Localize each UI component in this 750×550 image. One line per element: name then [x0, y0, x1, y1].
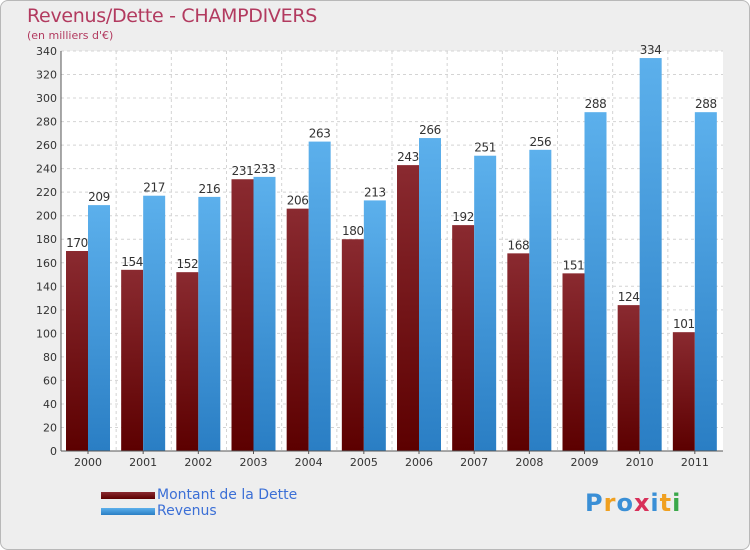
y-tick-label: 160: [36, 257, 57, 270]
debt-value-label-2009: 151: [563, 258, 585, 272]
revenue-bar-2011: [694, 112, 717, 452]
revenue-bar-2006: [419, 138, 441, 451]
debt-bar-2007: [452, 225, 475, 451]
logo-letter: i: [650, 489, 660, 517]
revenue-bar-2002: [198, 196, 221, 451]
debt-bar-2010: [617, 305, 640, 451]
debt-bar-2008: [507, 253, 530, 451]
revenue-value-label-2001: 217: [143, 181, 165, 195]
legend-swatch-debt: [101, 491, 155, 499]
debt-bar-2002: [176, 272, 199, 451]
debt-value-label-2006: 243: [397, 150, 419, 164]
y-tick-label: 0: [50, 445, 57, 458]
revenue-bar-2010: [639, 58, 662, 451]
y-tick-label: 180: [36, 233, 57, 246]
x-tick-label: 2011: [681, 456, 709, 469]
x-tick-label: 2003: [240, 456, 268, 469]
debt-bar-2001: [121, 269, 144, 451]
revenue-value-label-2002: 216: [198, 182, 220, 196]
revenue-value-label-2006: 266: [419, 123, 441, 137]
debt-bar-2004: [286, 208, 309, 451]
x-tick-label: 2006: [405, 456, 433, 469]
y-tick-label: 100: [36, 327, 57, 340]
y-tick-label: 220: [36, 186, 57, 199]
debt-bar-2011: [672, 332, 695, 451]
debt-bar-2005: [341, 239, 364, 451]
x-tick-label: 2004: [295, 456, 323, 469]
debt-bar-2003: [231, 179, 254, 451]
debt-value-label-2000: 170: [66, 236, 88, 250]
y-tick-label: 20: [43, 421, 57, 434]
chart-subtitle: (en milliers d'€): [27, 29, 114, 42]
logo-letter: P: [585, 489, 604, 517]
y-tick-label: 40: [43, 398, 57, 411]
revenue-bar-2003: [253, 176, 276, 451]
y-tick-label: 200: [36, 210, 57, 223]
x-tick-label: 2007: [460, 456, 488, 469]
logo-letter: r: [603, 489, 617, 517]
x-tick-label: 2010: [626, 456, 654, 469]
y-tick-label: 320: [36, 69, 57, 82]
logo-letter: i: [672, 489, 682, 517]
x-tick-label: 2005: [350, 456, 378, 469]
debt-value-label-2004: 206: [287, 194, 309, 208]
debt-value-label-2003: 231: [232, 164, 254, 178]
legend-label-revenue: Revenus: [157, 503, 217, 519]
y-tick-label: 140: [36, 280, 57, 293]
revenue-value-label-2003: 233: [254, 162, 276, 176]
debt-value-label-2002: 152: [176, 257, 198, 271]
debt-value-label-2010: 124: [618, 290, 640, 304]
debt-value-label-2011: 101: [673, 317, 695, 331]
logo-letter: x: [633, 489, 651, 517]
x-tick-label: 2000: [74, 456, 102, 469]
revenue-bar-2000: [88, 205, 110, 451]
revenue-bar-2009: [584, 112, 607, 452]
y-tick-label: 300: [36, 92, 57, 105]
y-tick-label: 120: [36, 304, 57, 317]
x-tick-label: 2008: [515, 456, 543, 469]
legend-item-revenue: Revenus: [101, 503, 297, 519]
chart-title: Revenus/Dette - CHAMPDIVERS: [27, 5, 317, 27]
revenue-value-label-2010: 334: [640, 43, 662, 57]
revenue-value-label-2008: 256: [529, 135, 551, 149]
revenue-value-label-2005: 213: [364, 185, 386, 199]
debt-value-label-2008: 168: [507, 238, 529, 252]
logo-letter: t: [659, 489, 673, 517]
y-tick-label: 240: [36, 163, 57, 176]
x-tick-label: 2001: [129, 456, 157, 469]
legend-item-debt: Montant de la Dette: [101, 487, 297, 503]
y-tick-label: 280: [36, 116, 57, 129]
revenue-bar-2001: [143, 195, 166, 451]
debt-value-label-2005: 180: [342, 224, 364, 238]
legend-label-debt: Montant de la Dette: [157, 487, 298, 503]
revenue-value-label-2009: 288: [585, 97, 607, 111]
revenue-bar-2007: [474, 155, 497, 452]
debt-bar-2009: [562, 273, 585, 451]
proxiti-logo: Proxiti: [585, 489, 681, 517]
debt-value-label-2007: 192: [452, 210, 474, 224]
revenue-value-label-2000: 209: [88, 190, 110, 204]
debt-value-label-2001: 154: [121, 255, 143, 269]
y-tick-label: 340: [36, 45, 57, 58]
revenue-value-label-2011: 288: [695, 97, 717, 111]
y-tick-label: 260: [36, 139, 57, 152]
x-tick-label: 2002: [184, 456, 212, 469]
revenue-value-label-2007: 251: [474, 141, 496, 155]
revenue-bar-2004: [308, 141, 331, 451]
revenue-value-label-2004: 263: [309, 127, 331, 141]
logo-letter: o: [616, 489, 634, 517]
revenue-bar-2005: [363, 200, 386, 451]
y-tick-label: 60: [43, 374, 57, 387]
debt-bar-2000: [66, 251, 88, 451]
y-tick-label: 80: [43, 351, 57, 364]
debt-bar-2006: [397, 165, 419, 451]
revenue-bar-2008: [529, 149, 552, 451]
legend-swatch-revenue: [101, 507, 155, 515]
x-tick-label: 2009: [571, 456, 599, 469]
legend: Montant de la Dette Revenus: [101, 487, 297, 519]
